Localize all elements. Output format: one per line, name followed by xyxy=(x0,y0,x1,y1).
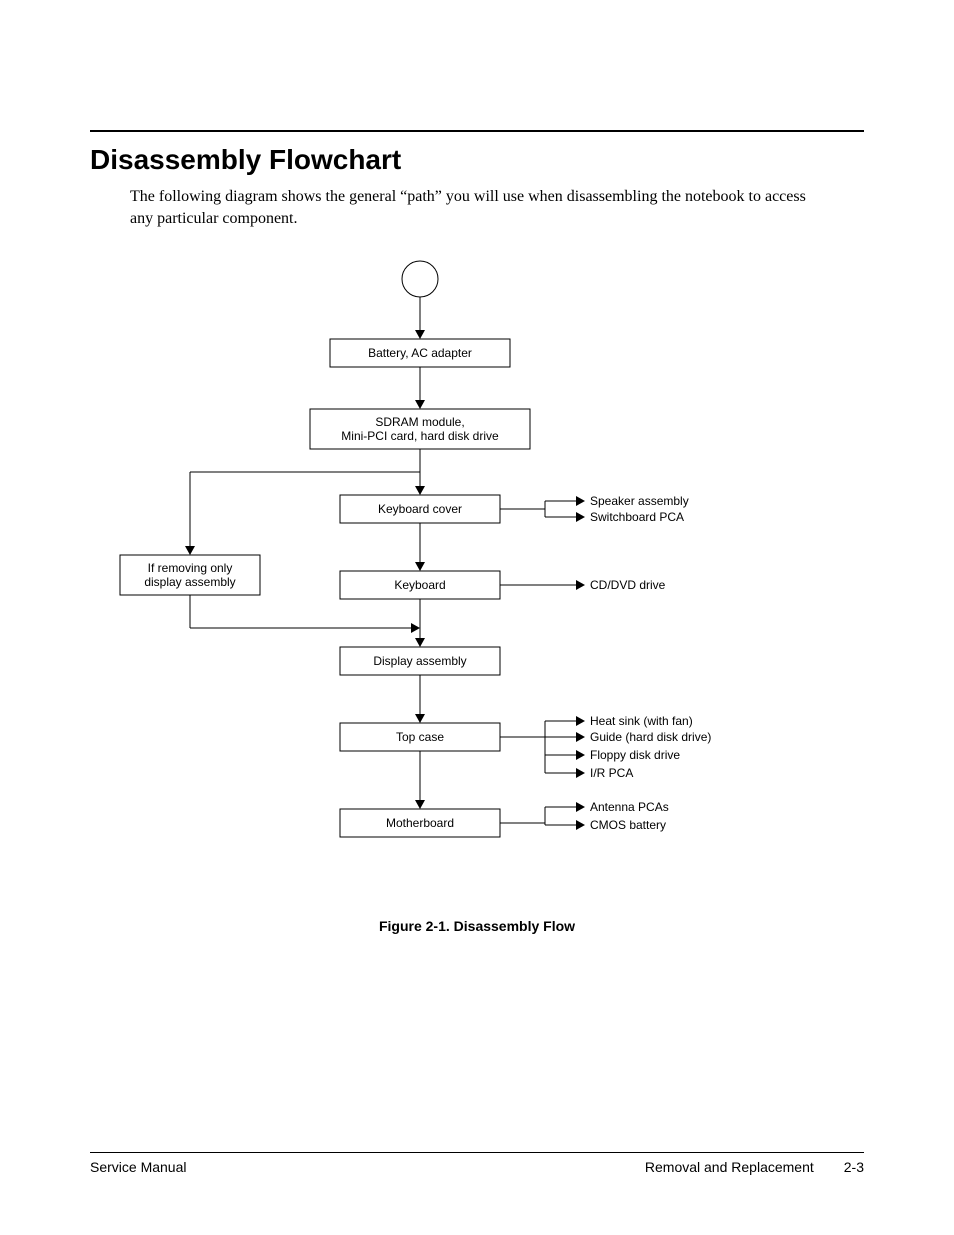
svg-text:Motherboard: Motherboard xyxy=(386,816,454,830)
page-title: Disassembly Flowchart xyxy=(90,144,864,176)
svg-text:CMOS battery: CMOS battery xyxy=(590,818,666,832)
svg-text:Keyboard cover: Keyboard cover xyxy=(378,502,462,516)
svg-text:Battery, AC adapter: Battery, AC adapter xyxy=(368,346,472,360)
bottom-rule xyxy=(90,1152,864,1153)
footer-page-number: 2-3 xyxy=(844,1159,864,1175)
document-page: Disassembly Flowchart The following diag… xyxy=(0,0,954,1235)
svg-text:Guide (hard disk drive): Guide (hard disk drive) xyxy=(590,730,711,744)
disassembly-flowchart: Battery, AC adapter SDRAM module,Mini-PCI… xyxy=(90,249,810,889)
figure-caption: Figure 2-1. Disassembly Flow xyxy=(90,918,864,934)
flowchart-container: Battery, AC adapter SDRAM module,Mini-PCI… xyxy=(90,249,864,934)
svg-text:Top case: Top case xyxy=(396,730,444,744)
svg-text:Antenna PCAs: Antenna PCAs xyxy=(590,800,669,814)
svg-text:display assembly: display assembly xyxy=(144,575,235,589)
page-footer: Service Manual Removal and Replacement 2… xyxy=(90,1152,864,1175)
svg-text:Keyboard: Keyboard xyxy=(394,578,445,592)
top-rule xyxy=(90,130,864,132)
svg-text:Display assembly: Display assembly xyxy=(373,654,466,668)
svg-text:SDRAM module,: SDRAM module, xyxy=(375,415,464,429)
svg-text:Mini-PCI card, hard disk drive: Mini-PCI card, hard disk drive xyxy=(341,429,499,443)
svg-text:I/R PCA: I/R PCA xyxy=(590,766,633,780)
svg-text:Speaker assembly: Speaker assembly xyxy=(590,494,689,508)
intro-paragraph: The following diagram shows the general … xyxy=(130,186,830,229)
svg-text:Switchboard PCA: Switchboard PCA xyxy=(590,510,684,524)
svg-text:CD/DVD drive: CD/DVD drive xyxy=(590,578,666,592)
svg-text:Heat sink (with fan): Heat sink (with fan) xyxy=(590,714,693,728)
footer-left: Service Manual xyxy=(90,1159,187,1175)
footer-section: Removal and Replacement xyxy=(645,1159,814,1175)
svg-text:Floppy disk drive: Floppy disk drive xyxy=(590,748,680,762)
svg-text:If removing only: If removing only xyxy=(148,561,233,575)
